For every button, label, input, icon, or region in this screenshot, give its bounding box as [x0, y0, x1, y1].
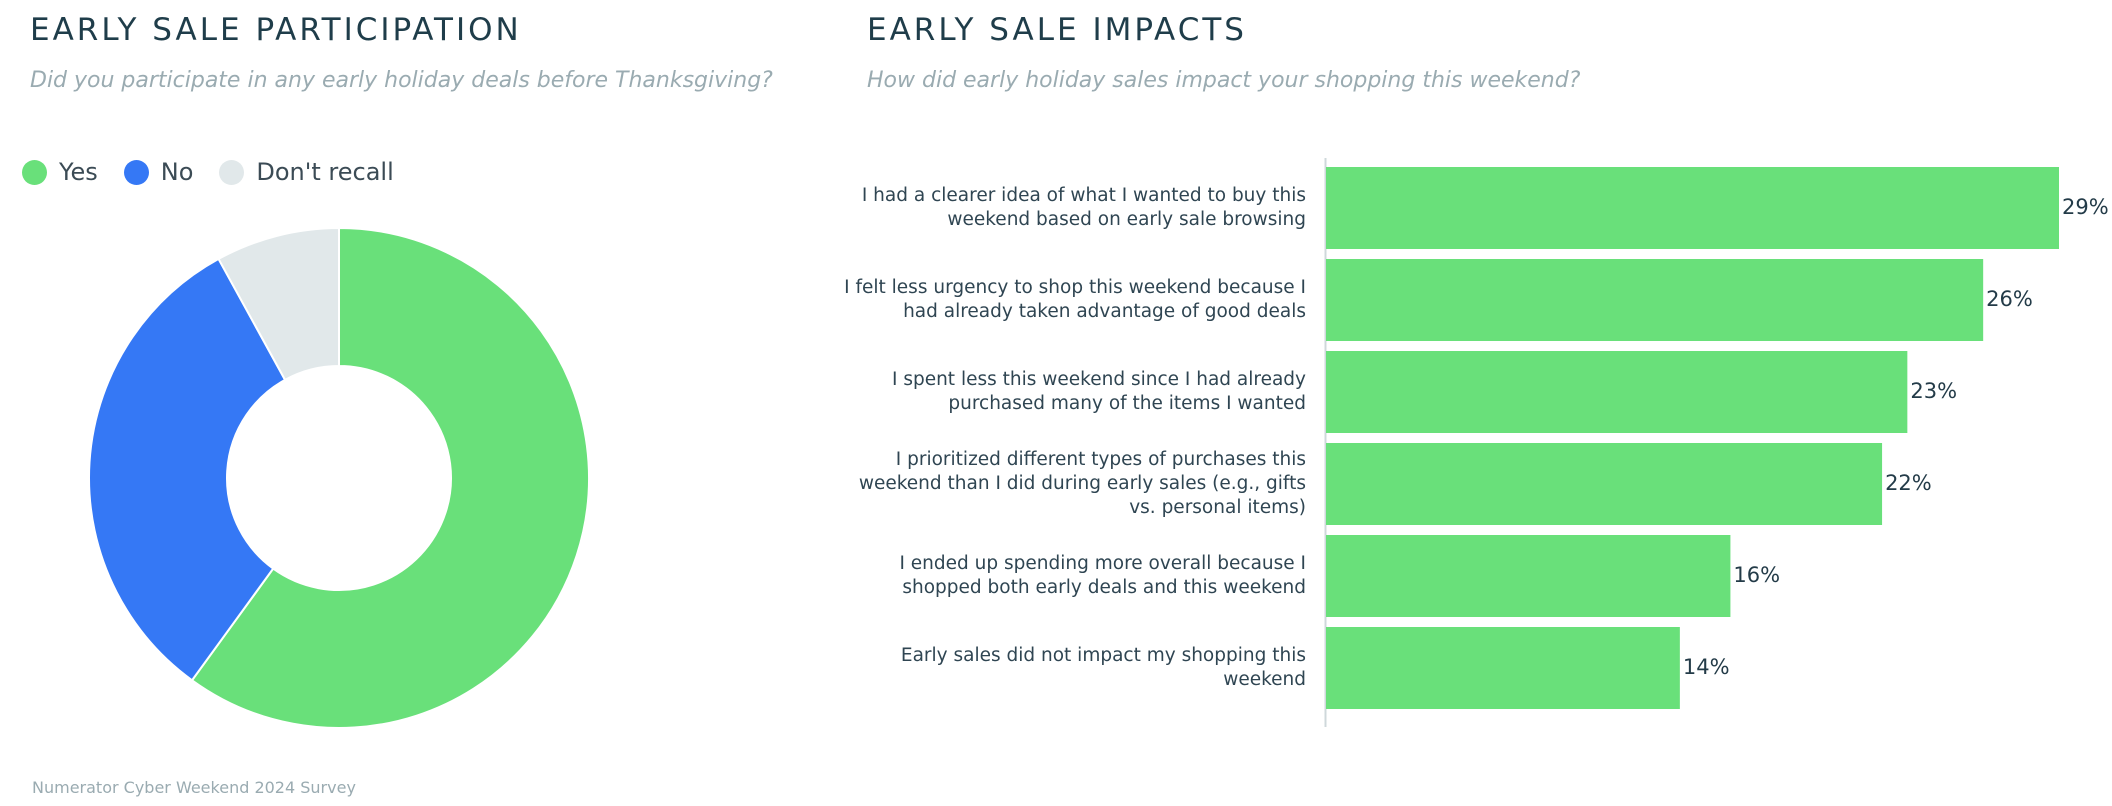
bar-category-label-5: I ended up spending more overall because… [899, 553, 1306, 598]
legend-item-yes: Yes [22, 158, 98, 186]
bar-category-label-6: Early sales did not impact my shopping t… [901, 645, 1306, 690]
donut-slice-don-t-recall [217, 226, 340, 382]
bar-4 [1326, 443, 1883, 525]
bar-category-label-3: I spent less this weekend since I had al… [892, 369, 1306, 414]
donut-slice-yes [190, 226, 591, 729]
bar-value-label-5: 16% [1733, 563, 1780, 587]
bar-value-label-2: 26% [1986, 287, 2033, 311]
legend-swatch-no [123, 159, 149, 185]
bar-6 [1326, 627, 1680, 709]
bar-value-label-4: 22% [1885, 471, 1932, 495]
bar-chart-title: EARLY SALE IMPACTS [867, 12, 1247, 48]
legend-swatch-dont-recall [219, 159, 245, 185]
bar-category-label-4: I prioritized different types of purchas… [859, 449, 1306, 518]
donut-chart-title: EARLY SALE PARTICIPATION [30, 12, 522, 48]
bar-value-label-1: 29% [2062, 195, 2109, 219]
bar-chart-subtitle: How did early holiday sales impact your … [867, 68, 1581, 93]
bar-3 [1326, 351, 1908, 433]
donut-legend: Yes No Don't recall [22, 158, 420, 186]
donut-chart-subtitle: Did you participate in any early holiday… [30, 68, 773, 93]
bar-5 [1326, 535, 1731, 617]
source-footer: Numerator Cyber Weekend 2024 Survey [32, 778, 356, 797]
bar-value-label-6: 14% [1683, 655, 1730, 679]
donut-chart [88, 226, 591, 729]
legend-label-dont-recall: Don't recall [256, 158, 394, 186]
bar-2 [1326, 259, 1984, 341]
donut-slice-no [88, 257, 287, 682]
legend-item-no: No [123, 158, 194, 186]
legend-label-no: No [160, 158, 194, 186]
bar-1 [1326, 167, 2059, 249]
bar-category-label-1: I had a clearer idea of what I wanted to… [862, 185, 1306, 230]
legend-swatch-yes [22, 159, 47, 185]
legend-item-dont-recall: Don't recall [219, 158, 394, 186]
bar-category-label-2: I felt less urgency to shop this weekend… [844, 277, 1306, 322]
legend-label-yes: Yes [59, 158, 98, 186]
bar-value-label-3: 23% [1910, 379, 1957, 403]
